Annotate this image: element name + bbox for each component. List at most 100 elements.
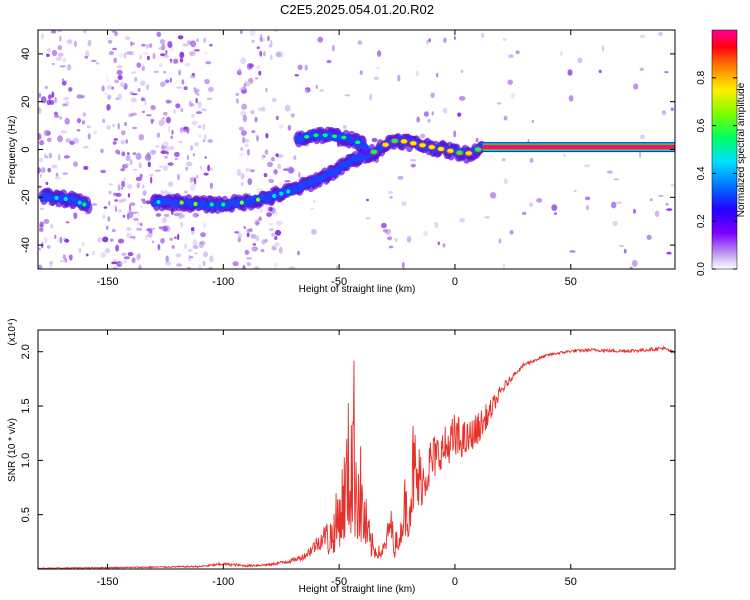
noise-blob — [250, 169, 255, 173]
noise-blob — [241, 103, 248, 110]
noise-blob — [81, 95, 85, 99]
noise-blob — [246, 148, 250, 156]
spectrogram-y-ticks: -40 -20 0 20 40 — [20, 48, 675, 253]
noise-blob — [639, 151, 642, 158]
noise-blob — [163, 111, 168, 116]
noise-blob — [207, 139, 214, 144]
track-peak — [312, 132, 320, 138]
noise-blob — [39, 140, 45, 146]
noise-blob — [146, 114, 152, 117]
noise-blob — [243, 225, 246, 230]
noise-blob — [209, 43, 213, 47]
noise-blob — [115, 149, 120, 155]
noise-blob — [151, 240, 155, 244]
noise-blob — [190, 40, 197, 48]
colorbar-tick-label: 0.4 — [696, 166, 707, 180]
track-peak — [178, 199, 185, 206]
noise-blob — [41, 33, 44, 40]
noise-blob — [106, 125, 111, 130]
noise-blob — [248, 63, 254, 68]
noise-blob — [503, 38, 507, 42]
noise-blob — [164, 79, 170, 84]
noise-blob — [268, 206, 273, 212]
noise-blob — [169, 146, 174, 150]
noise-blob — [666, 208, 673, 211]
noise-blob — [148, 173, 154, 177]
noise-blob — [38, 167, 41, 174]
noise-blob — [134, 77, 137, 82]
noise-blob — [186, 126, 190, 134]
noise-blob — [200, 232, 206, 238]
noise-blob — [529, 202, 533, 207]
noise-blob — [142, 110, 145, 113]
spectrogram-x-ticks: -150 -100 -50 0 50 — [96, 30, 577, 288]
noise-blob — [62, 103, 67, 107]
noise-blob — [290, 113, 295, 118]
noise-blob — [250, 233, 257, 239]
noise-blob — [633, 83, 639, 90]
noise-blob — [639, 67, 644, 71]
noise-blob — [106, 76, 109, 82]
noise-blob — [254, 77, 259, 80]
colorbar-tick-label: 0.6 — [696, 118, 707, 132]
noise-blob — [243, 83, 247, 87]
noise-blob — [202, 123, 206, 131]
noise-blob — [162, 225, 168, 232]
noise-blob — [164, 155, 168, 159]
snr-series — [38, 345, 675, 569]
noise-blob — [577, 57, 583, 64]
noise-blob — [112, 124, 115, 127]
noise-blob — [63, 96, 70, 101]
noise-blob — [280, 51, 285, 58]
noise-blob — [249, 30, 256, 36]
noise-blob — [583, 164, 591, 168]
noise-blob — [83, 30, 87, 34]
noise-blob — [410, 159, 417, 162]
noise-blob — [649, 198, 653, 202]
noise-blob — [161, 217, 167, 224]
noise-blob — [52, 63, 55, 65]
y-tick-label: 1.0 — [20, 453, 32, 468]
noise-blob — [51, 91, 55, 98]
track-peak — [474, 146, 483, 153]
noise-blob — [502, 263, 506, 269]
noise-blob — [298, 171, 301, 178]
noise-blob — [319, 89, 324, 92]
noise-blob — [62, 57, 67, 63]
noise-blob — [50, 30, 57, 34]
noise-blob — [268, 228, 275, 232]
noise-blob — [270, 156, 275, 162]
noise-blob — [38, 107, 42, 114]
noise-blob — [202, 260, 206, 266]
noise-blob — [237, 67, 242, 75]
noise-blob — [38, 228, 44, 232]
noise-blob — [377, 50, 382, 57]
noise-blob — [244, 139, 250, 143]
noise-blob — [139, 205, 144, 208]
noise-blob — [38, 133, 42, 140]
noise-blob — [240, 182, 244, 186]
noise-blob — [114, 79, 120, 84]
noise-blob — [141, 43, 146, 47]
x-tick-label: 0 — [452, 276, 458, 288]
noise-blob — [118, 53, 124, 58]
noise-blob — [437, 241, 440, 246]
noise-blob — [107, 39, 113, 44]
noise-blob — [180, 107, 184, 113]
noise-blob — [140, 97, 146, 102]
noise-blob — [401, 201, 407, 207]
noise-blob — [136, 227, 143, 231]
track-peak — [464, 150, 473, 157]
noise-blob — [55, 172, 59, 177]
noise-blob — [658, 194, 664, 197]
noise-blob — [136, 221, 141, 226]
noise-blob — [173, 236, 177, 239]
noise-blob — [443, 37, 447, 43]
noise-blob — [48, 245, 53, 248]
noise-blob — [72, 137, 79, 144]
noise-blob — [264, 149, 269, 155]
noise-blob — [509, 230, 514, 235]
noise-blob — [254, 116, 258, 123]
noise-blob — [66, 64, 72, 71]
